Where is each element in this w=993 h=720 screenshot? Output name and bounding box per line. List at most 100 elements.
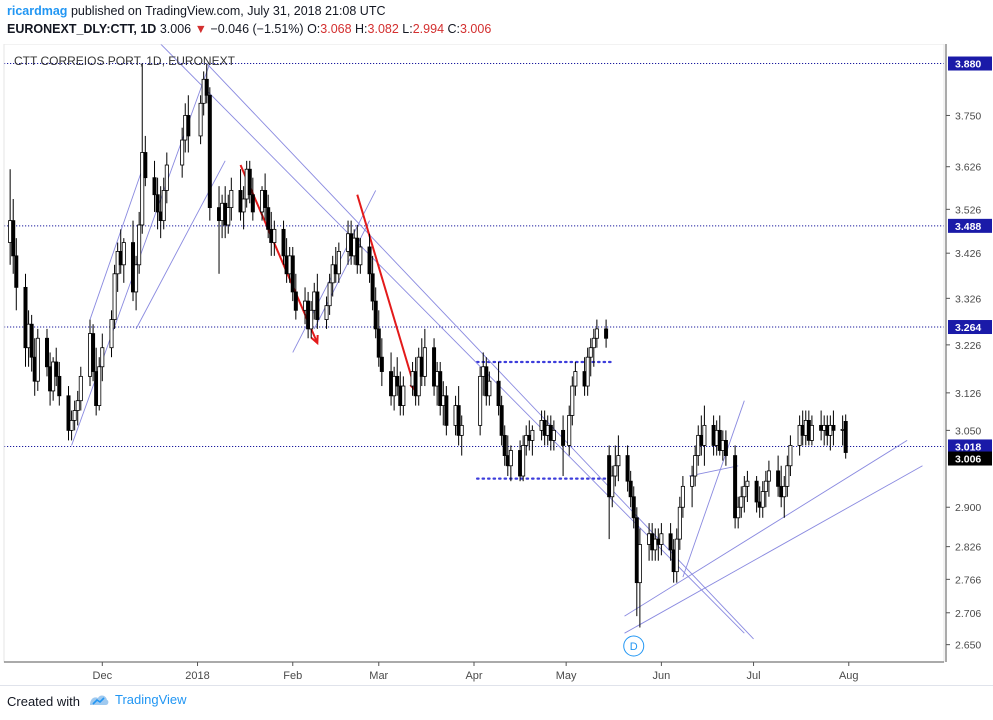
ohlc-open-label: O:: [307, 22, 321, 36]
candle-body: [367, 246, 372, 275]
candle-body: [723, 440, 728, 456]
candle-body: [75, 400, 80, 411]
candle-body: [109, 319, 114, 349]
candle-body: [358, 246, 363, 266]
chart-header: ricardmag published on TradingView.com, …: [0, 0, 993, 44]
candle-body: [668, 533, 673, 551]
candle-body: [591, 337, 596, 349]
chart-area[interactable]: D 3.750 3.626 3.526 3.426 3.326 3.226 3.126 3.0…: [0, 43, 993, 684]
candle-body: [561, 429, 566, 446]
candle-body: [281, 228, 286, 257]
candle-body: [613, 465, 618, 477]
price-change: −0.046 (−1.51%): [210, 22, 304, 36]
candle-body: [573, 371, 578, 387]
candle-body: [327, 282, 332, 307]
channel-line: [624, 440, 908, 617]
time-tick-label: Feb: [283, 670, 302, 682]
candle-body: [164, 164, 169, 191]
ohlc-low-label: L:: [402, 22, 413, 36]
candle-body: [152, 177, 157, 196]
time-tick-label: Apr: [465, 670, 482, 682]
candle-body: [140, 152, 145, 226]
candle-body: [121, 242, 126, 266]
candle-body: [72, 410, 77, 421]
down-arrow-icon: ▼: [194, 22, 207, 36]
candle-body: [14, 255, 19, 288]
price-tick-label: 2.650: [955, 640, 981, 652]
ohlc-open: 3.068: [320, 22, 352, 36]
candle-body: [309, 309, 314, 330]
candle-body: [637, 544, 642, 584]
candle-body: [809, 424, 814, 441]
ohlc-low: 2.994: [412, 22, 445, 36]
price-tick-label: 3.626: [955, 162, 981, 174]
footer: Created with TradingView: [0, 685, 993, 720]
candle-body: [625, 455, 630, 482]
channel-line: [682, 400, 745, 578]
price-tick-label: 2.766: [955, 574, 981, 586]
candle-body: [66, 395, 71, 431]
candlestick-chart[interactable]: D 3.750 3.626 3.526 3.426 3.326 3.226 3.126 3.0…: [0, 43, 993, 684]
current-price-label: 3.006: [955, 454, 981, 466]
candle-body: [422, 347, 427, 377]
ohlc-high: 3.082: [367, 22, 399, 36]
candles: [8, 63, 848, 628]
candle-body: [324, 305, 329, 320]
candle-body: [585, 356, 590, 387]
channel-line: [206, 63, 754, 640]
candle-body: [78, 375, 83, 402]
candle-body: [760, 491, 765, 508]
last-price: 3.006: [159, 22, 192, 36]
candle-body: [293, 291, 298, 311]
ohlc-close-label: C:: [447, 22, 461, 36]
publish-info: published on TradingView.com, July 31, 2…: [70, 4, 386, 18]
level-label-bg: [948, 56, 992, 71]
created-with-text: Created with: [7, 694, 80, 709]
candle-body: [97, 366, 102, 406]
candle-body: [100, 347, 105, 368]
candle-body: [530, 429, 535, 441]
price-tick-label: 3.226: [955, 340, 981, 352]
candle-body: [588, 347, 593, 358]
candle-body: [502, 434, 507, 456]
candle-body: [112, 273, 117, 320]
candle-body: [508, 450, 513, 467]
candle-body: [370, 273, 375, 302]
candle-body: [54, 361, 59, 377]
level-label-bg: [948, 320, 992, 335]
candle-body: [659, 533, 664, 545]
level-label: 3.264: [955, 322, 981, 334]
level-label: 3.018: [955, 441, 981, 453]
candle-body: [478, 375, 483, 426]
candle-body: [198, 102, 203, 137]
candle-body: [180, 139, 185, 166]
tradingview-brand: TradingView: [115, 692, 187, 707]
candle-body: [733, 455, 738, 519]
candle-body: [690, 475, 695, 487]
candle-body: [35, 337, 40, 382]
candle-body: [610, 475, 615, 498]
chart-title: CTT CORREIOS PORT, 1D, EURONEXT: [14, 54, 235, 68]
candle-body: [702, 424, 707, 446]
tradingview-link[interactable]: TradingView: [88, 692, 187, 707]
candle-body: [567, 415, 572, 446]
candle-body: [226, 207, 231, 226]
price-tick-label: 3.426: [955, 248, 981, 260]
symbol-line: EURONEXT_DLY:CTT, 1D 3.006 ▼ −0.046 (−1.…: [7, 22, 491, 36]
level-label: 3.880: [955, 59, 981, 71]
time-tick-label: Jul: [747, 670, 761, 682]
candle-body: [459, 424, 464, 436]
author-link[interactable]: ricardmag: [7, 4, 68, 18]
candle-body: [496, 380, 501, 406]
candle-body: [766, 470, 771, 482]
time-tick-label: 2018: [185, 670, 209, 682]
channel-line: [688, 465, 739, 477]
candle-body: [739, 496, 744, 508]
price-tick-label: 3.326: [955, 293, 981, 305]
candle-body: [229, 190, 234, 209]
candle-body: [161, 190, 166, 222]
candle-body: [45, 337, 50, 368]
channel-line: [89, 169, 143, 320]
candle-body: [376, 328, 381, 358]
candle-body: [831, 424, 836, 431]
